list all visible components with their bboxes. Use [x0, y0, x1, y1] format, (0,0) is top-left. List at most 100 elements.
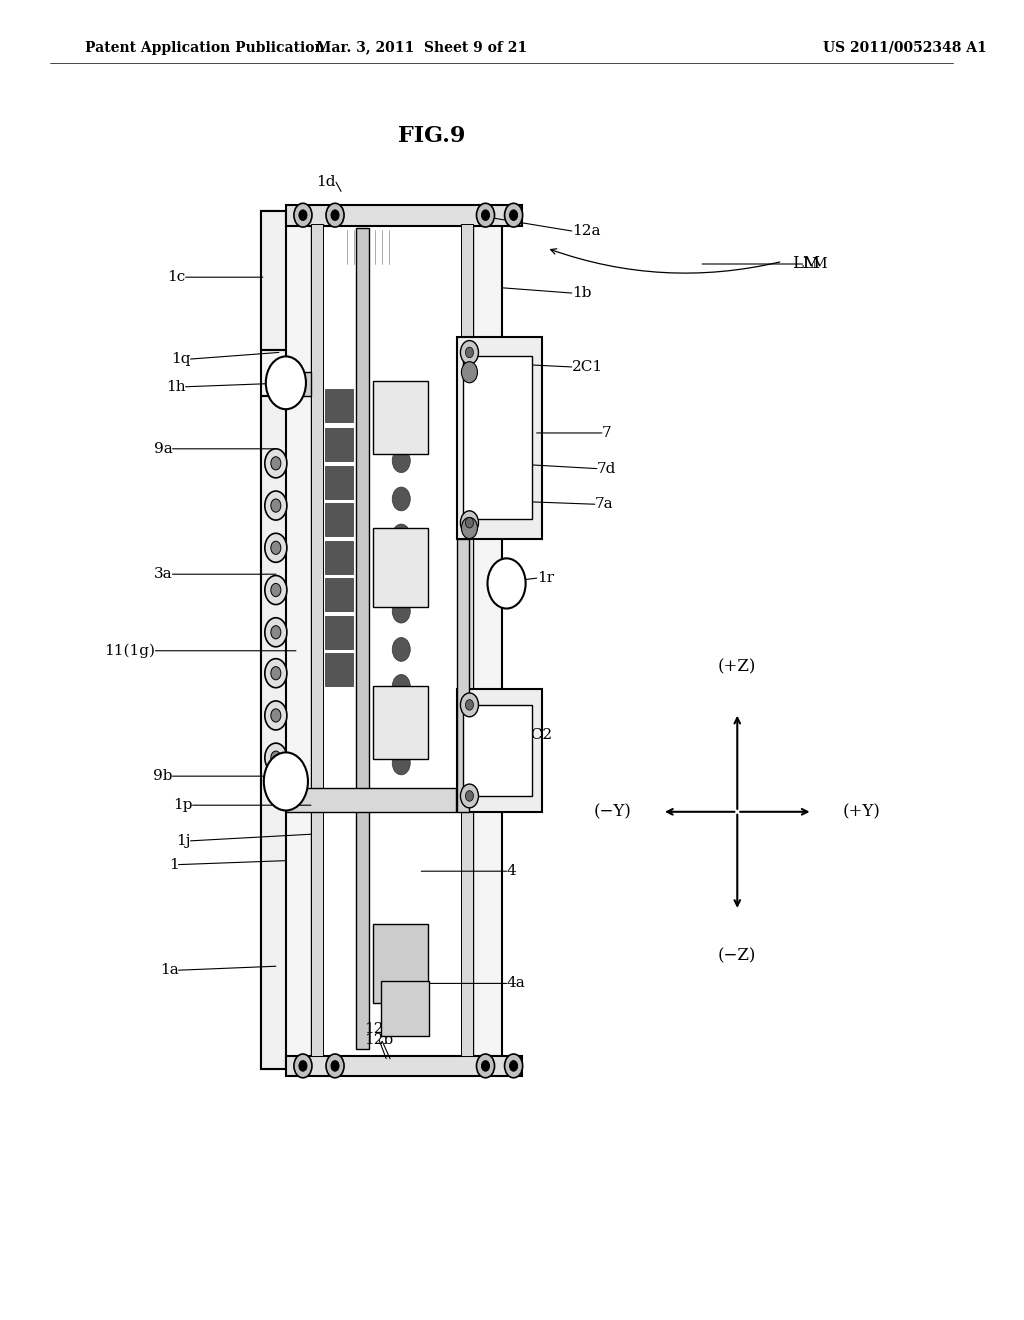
Text: 9b: 9b	[153, 770, 172, 783]
Circle shape	[466, 700, 473, 710]
Bar	[381, 981, 429, 1036]
Text: FIG.9: FIG.9	[397, 125, 465, 147]
Bar	[458, 337, 542, 539]
Text: 2C1: 2C1	[571, 360, 603, 374]
Bar	[261, 396, 286, 1069]
Circle shape	[392, 449, 411, 473]
Circle shape	[326, 1053, 344, 1077]
Circle shape	[505, 1053, 522, 1077]
Circle shape	[265, 743, 287, 772]
Bar	[373, 686, 428, 759]
Text: 1p: 1p	[173, 799, 193, 812]
Circle shape	[466, 517, 473, 528]
Text: 1r: 1r	[537, 572, 554, 585]
Circle shape	[265, 701, 287, 730]
Text: 3a: 3a	[154, 568, 172, 581]
Circle shape	[265, 659, 287, 688]
Bar	[325, 503, 353, 536]
Text: 1d: 1d	[316, 176, 336, 189]
Circle shape	[392, 411, 411, 434]
Circle shape	[294, 1053, 312, 1077]
Text: 12a: 12a	[571, 224, 600, 238]
Circle shape	[265, 533, 287, 562]
Circle shape	[461, 511, 478, 535]
Text: 1c: 1c	[167, 271, 185, 284]
Circle shape	[270, 583, 281, 597]
Circle shape	[266, 356, 306, 409]
Circle shape	[392, 675, 411, 698]
Text: 1q: 1q	[171, 352, 190, 366]
Circle shape	[461, 341, 478, 364]
Bar	[373, 528, 428, 607]
Circle shape	[270, 626, 281, 639]
Bar	[286, 788, 457, 812]
Text: Patent Application Publication: Patent Application Publication	[85, 41, 325, 54]
Bar	[311, 222, 473, 1059]
Bar	[458, 539, 469, 812]
Bar	[458, 689, 542, 812]
Circle shape	[326, 203, 344, 227]
Circle shape	[476, 1053, 495, 1077]
Circle shape	[270, 751, 281, 764]
Text: 11(1g): 11(1g)	[104, 644, 156, 657]
Bar	[261, 211, 502, 1069]
Circle shape	[270, 667, 281, 680]
Bar	[286, 205, 521, 226]
Circle shape	[481, 210, 489, 220]
Bar	[286, 1056, 521, 1076]
Text: 1b: 1b	[571, 286, 591, 300]
Text: US 2011/0052348 A1: US 2011/0052348 A1	[822, 41, 986, 54]
Circle shape	[466, 347, 473, 358]
Bar	[261, 211, 286, 350]
Circle shape	[264, 752, 308, 810]
Bar	[286, 372, 311, 396]
Text: 7: 7	[602, 426, 611, 440]
Circle shape	[461, 693, 478, 717]
Bar	[325, 616, 353, 649]
Text: 1: 1	[169, 858, 178, 871]
Circle shape	[392, 524, 411, 548]
Bar	[325, 466, 353, 499]
Text: 4: 4	[507, 865, 516, 878]
Circle shape	[299, 1061, 307, 1072]
Circle shape	[505, 203, 522, 227]
Circle shape	[461, 784, 478, 808]
Circle shape	[466, 791, 473, 801]
Bar	[464, 705, 531, 796]
Circle shape	[270, 457, 281, 470]
Text: 12b: 12b	[365, 1022, 394, 1036]
Circle shape	[265, 491, 287, 520]
Circle shape	[392, 487, 411, 511]
Text: LM: LM	[803, 257, 828, 271]
Circle shape	[487, 558, 525, 609]
Text: 9a: 9a	[154, 442, 172, 455]
Text: 1a: 1a	[160, 964, 178, 977]
Bar	[462, 224, 473, 1056]
Circle shape	[265, 576, 287, 605]
Text: 7d: 7d	[597, 462, 616, 475]
Circle shape	[392, 562, 411, 586]
Text: 1j: 1j	[176, 834, 190, 847]
Circle shape	[265, 449, 287, 478]
Bar	[464, 356, 531, 519]
Circle shape	[392, 638, 411, 661]
Circle shape	[510, 210, 517, 220]
Circle shape	[392, 599, 411, 623]
Circle shape	[462, 362, 477, 383]
Circle shape	[476, 203, 495, 227]
Circle shape	[392, 751, 411, 775]
Circle shape	[462, 517, 477, 539]
Circle shape	[331, 210, 339, 220]
Text: Mar. 3, 2011  Sheet 9 of 21: Mar. 3, 2011 Sheet 9 of 21	[315, 41, 527, 54]
Circle shape	[270, 499, 281, 512]
Text: LM: LM	[793, 256, 820, 272]
Circle shape	[270, 709, 281, 722]
Text: 4a: 4a	[507, 977, 525, 990]
Circle shape	[294, 203, 312, 227]
Circle shape	[270, 541, 281, 554]
Circle shape	[392, 713, 411, 737]
Circle shape	[265, 618, 287, 647]
Text: (−Z): (−Z)	[718, 948, 757, 965]
Circle shape	[331, 1061, 339, 1072]
Bar	[325, 389, 353, 422]
